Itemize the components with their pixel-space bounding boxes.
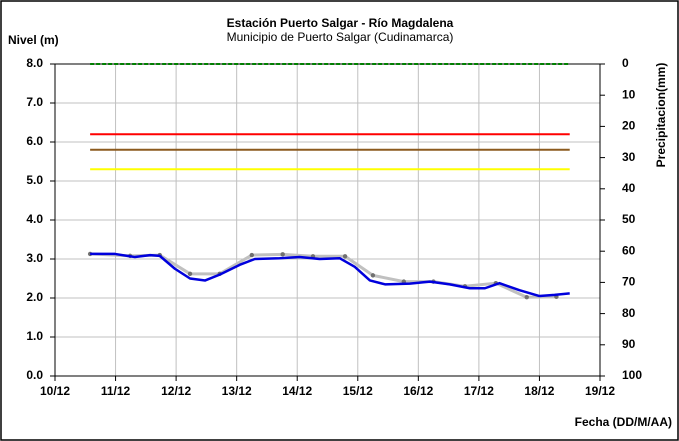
point [249, 252, 255, 258]
x-tick-label: 14/12 [282, 384, 312, 398]
chart-subtitle: Municipio de Puerto Salgar (Cudinamarca) [227, 30, 454, 44]
point [280, 252, 285, 257]
x-tick-label: 16/12 [403, 384, 433, 398]
x-axis-label: Fecha (DD/M/AA) [575, 415, 672, 429]
y-tick-label: 4.0 [26, 212, 43, 226]
x-tick-label: 18/12 [524, 384, 554, 398]
x-tick-label: 13/12 [222, 384, 252, 398]
y-tick-label: 3.0 [26, 251, 43, 265]
point [370, 273, 376, 278]
y2-axis-label: Precipitacion(mm) [654, 63, 668, 168]
y-tick-label: 2.0 [26, 290, 43, 304]
y2-tick-label: 40 [622, 181, 636, 195]
y-tick-label: 0.0 [26, 368, 43, 382]
x-tick-label: 17/12 [464, 384, 494, 398]
y2-tick-label: 80 [622, 306, 636, 320]
y-tick-label: 5.0 [26, 173, 43, 187]
y-tick-label: 6.0 [26, 134, 43, 148]
point [342, 254, 348, 259]
y2-tick-label: 30 [622, 150, 636, 164]
y2-tick-label: 0 [622, 56, 629, 70]
chart-title: Estación Puerto Salgar - Río Magdalena [227, 16, 454, 30]
x-tick-label: 11/12 [101, 384, 131, 398]
y-axis-label: Nivel (m) [8, 33, 59, 47]
y2-tick-label: 50 [622, 212, 636, 226]
series-line [90, 252, 570, 298]
y2-tick-label: 100 [622, 368, 642, 382]
y2-tick-label: 60 [622, 243, 636, 257]
y2-tick-label: 10 [622, 87, 636, 101]
x-tick-label: 12/12 [161, 384, 191, 398]
x-tick-label: 19/12 [585, 384, 615, 398]
x-tick-label: 15/12 [343, 384, 373, 398]
y2-tick-label: 90 [622, 337, 636, 351]
y2-tick-label: 20 [622, 119, 636, 133]
x-tick-label: 10/12 [40, 384, 70, 398]
point [187, 271, 193, 277]
y-tick-label: 7.0 [26, 95, 43, 109]
y2-tick-label: 70 [622, 275, 636, 289]
point [524, 295, 529, 300]
y-tick-label: 8.0 [26, 56, 43, 70]
y-tick-label: 1.0 [26, 329, 43, 343]
series-line [90, 252, 557, 299]
